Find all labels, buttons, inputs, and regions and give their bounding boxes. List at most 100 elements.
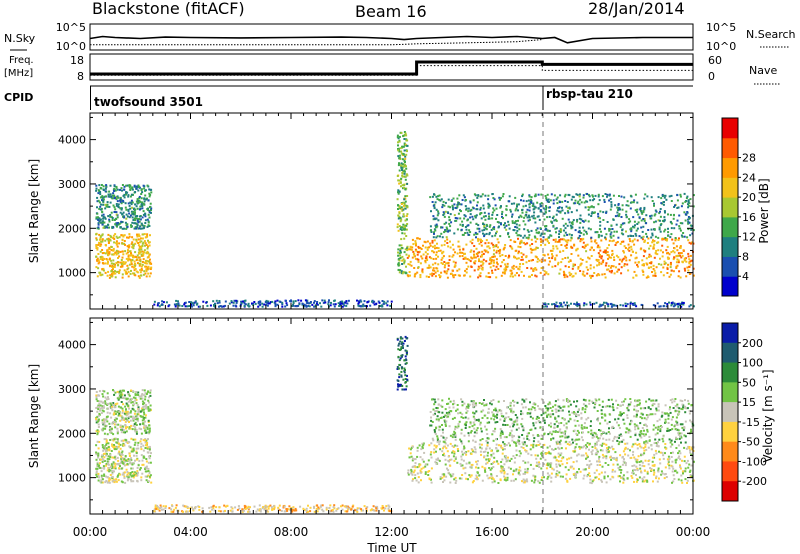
- scatter-cell: [579, 240, 582, 243]
- scatter-cell: [616, 211, 619, 214]
- scatter-cell: [96, 415, 99, 418]
- scatter-cell: [424, 251, 427, 254]
- scatter-cell: [646, 470, 649, 473]
- scatter-cell: [523, 274, 525, 277]
- scatter-cell: [602, 303, 605, 306]
- scatter-cell: [597, 195, 600, 198]
- scatter-cell: [646, 479, 649, 482]
- scatter-cell: [108, 190, 111, 193]
- scatter-cell: [411, 473, 414, 476]
- scatter-cell: [401, 172, 404, 175]
- scatter-cell: [514, 274, 517, 277]
- scatter-cell: [138, 185, 141, 188]
- scatter-cell: [415, 244, 417, 247]
- scatter-cell: [404, 195, 407, 198]
- scatter-cell: [399, 220, 402, 223]
- scatter-cell: [641, 212, 644, 215]
- scatter-cell: [110, 427, 113, 430]
- scatter-cell: [105, 415, 108, 418]
- scatter-cell: [645, 214, 648, 217]
- scatter-cell: [559, 250, 561, 253]
- scatter-cell: [465, 261, 468, 264]
- scatter-cell: [641, 264, 644, 267]
- scatter-cell: [413, 267, 416, 269]
- scatter-cell: [578, 447, 581, 450]
- scatter-cell: [448, 259, 451, 261]
- scatter-cell: [107, 223, 110, 226]
- scatter-cell: [625, 215, 628, 218]
- scatter-cell: [313, 510, 316, 513]
- scatter-cell: [424, 246, 427, 249]
- scatter-cell: [657, 236, 660, 239]
- frequency-line: [90, 60, 693, 76]
- scatter-cell: [116, 200, 119, 203]
- scatter-cell: [122, 472, 125, 475]
- scatter-cell: [519, 240, 522, 243]
- scatter-cell: [133, 222, 136, 225]
- scatter-cell: [155, 508, 158, 510]
- scatter-cell: [333, 299, 336, 302]
- scatter-cell: [109, 454, 112, 457]
- scatter-cell: [134, 410, 137, 413]
- scatter-cell: [369, 304, 372, 307]
- scatter-cell: [234, 304, 237, 307]
- scatter-cell: [420, 255, 423, 258]
- scatter-cell: [661, 451, 664, 454]
- scatter-cell: [591, 275, 594, 278]
- scatter-cell: [505, 208, 508, 211]
- scatter-cell: [137, 189, 140, 192]
- scatter-cell: [109, 214, 112, 216]
- scatter-cell: [281, 305, 284, 308]
- scatter-cell: [641, 461, 644, 464]
- scatter-cell: [121, 396, 124, 399]
- scatter-cell: [533, 205, 536, 208]
- scatter-cell: [104, 271, 107, 274]
- scatter-cell: [539, 271, 542, 274]
- scatter-cell: [540, 479, 543, 481]
- scatter-cell: [105, 480, 108, 482]
- scatter-cell: [140, 394, 143, 397]
- scatter-cell: [381, 507, 383, 510]
- scatter-cell: [96, 465, 99, 468]
- scatter-cell: [396, 198, 399, 201]
- scatter-cell: [519, 214, 522, 217]
- scatter-cell: [512, 264, 515, 267]
- scatter-cell: [148, 195, 151, 198]
- scatter-cell: [586, 455, 589, 458]
- scatter-cell: [407, 469, 410, 472]
- scatter-cell: [403, 165, 406, 168]
- scatter-cell: [402, 134, 405, 137]
- scatter-cell: [433, 193, 435, 196]
- scatter-cell: [433, 244, 436, 247]
- scatter-cell: [397, 144, 399, 147]
- scatter-cell: [398, 363, 401, 366]
- scatter-cell: [301, 303, 304, 306]
- scatter-cell: [129, 189, 132, 191]
- scatter-cell: [458, 203, 461, 206]
- scatter-cell: [113, 456, 116, 459]
- scatter-cell: [688, 241, 691, 244]
- scatter-cell: [627, 221, 630, 224]
- scatter-cell: [545, 467, 548, 470]
- scatter-cell: [628, 259, 631, 262]
- scatter-cell: [441, 473, 444, 476]
- scatter-cell: [577, 266, 580, 269]
- scatter-cell: [536, 454, 539, 457]
- scatter-cell: [567, 207, 570, 210]
- scatter-cell: [137, 413, 140, 416]
- scatter-cell: [527, 230, 530, 233]
- scatter-cell: [640, 209, 642, 212]
- scatter-cell: [345, 300, 348, 303]
- scatter-cell: [475, 247, 478, 250]
- scatter-cell: [642, 255, 645, 258]
- scatter-cell: [125, 430, 128, 433]
- scatter-cell: [618, 263, 621, 266]
- scatter-cell: [437, 250, 440, 252]
- scatter-cell: [106, 411, 109, 414]
- scatter-cell: [558, 240, 561, 243]
- scatter-cell: [117, 440, 119, 443]
- scatter-cell: [534, 236, 537, 239]
- scatter-cell: [106, 481, 109, 484]
- scatter-cell: [496, 214, 499, 216]
- scatter-cell: [679, 222, 682, 225]
